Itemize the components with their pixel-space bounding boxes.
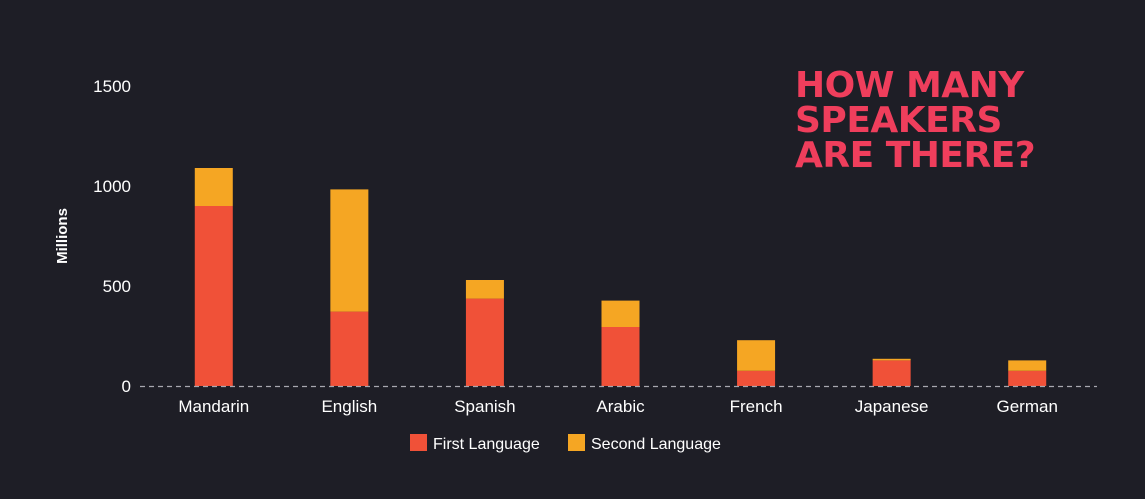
y-tick-label: 500 xyxy=(103,277,131,296)
bar-first-language xyxy=(465,298,504,386)
chart-title-line-3: ARE THERE? xyxy=(795,135,1036,176)
chart-title-line-1: HOW MANY xyxy=(795,65,1024,106)
x-tick-label: Spanish xyxy=(454,397,515,416)
y-tick-label: 0 xyxy=(122,377,131,396)
y-tick-label: 1000 xyxy=(93,177,131,196)
x-tick-label: German xyxy=(997,397,1058,416)
legend-swatch xyxy=(410,434,427,451)
bar-second-language xyxy=(465,280,504,299)
bar-second-language xyxy=(194,168,233,206)
x-tick-label: French xyxy=(730,397,783,416)
x-tick-label: Arabic xyxy=(596,397,645,416)
x-tick-label: Mandarin xyxy=(178,397,249,416)
bar-second-language xyxy=(872,358,911,361)
bar-first-language xyxy=(872,360,911,386)
chart-title: HOW MANY SPEAKERS ARE THERE? xyxy=(795,65,1036,176)
bar-first-language xyxy=(737,370,776,386)
legend-label: First Language xyxy=(433,436,540,453)
bar-second-language xyxy=(1008,360,1047,371)
y-tick-label: 1500 xyxy=(93,77,131,96)
chart-title-line-2: SPEAKERS xyxy=(795,100,1002,141)
legend-label: Second Language xyxy=(591,436,721,453)
y-axis-label: Millions xyxy=(54,208,71,264)
bar-second-language xyxy=(601,300,640,327)
bar-first-language xyxy=(194,206,233,386)
x-tick-label: Japanese xyxy=(855,397,929,416)
bar-first-language xyxy=(1008,370,1047,386)
x-tick-label: English xyxy=(321,397,377,416)
bar-second-language xyxy=(737,340,776,371)
bar-second-language xyxy=(330,189,369,312)
bar-first-language xyxy=(330,311,369,386)
bar-first-language xyxy=(601,327,640,386)
legend-swatch xyxy=(568,434,585,451)
